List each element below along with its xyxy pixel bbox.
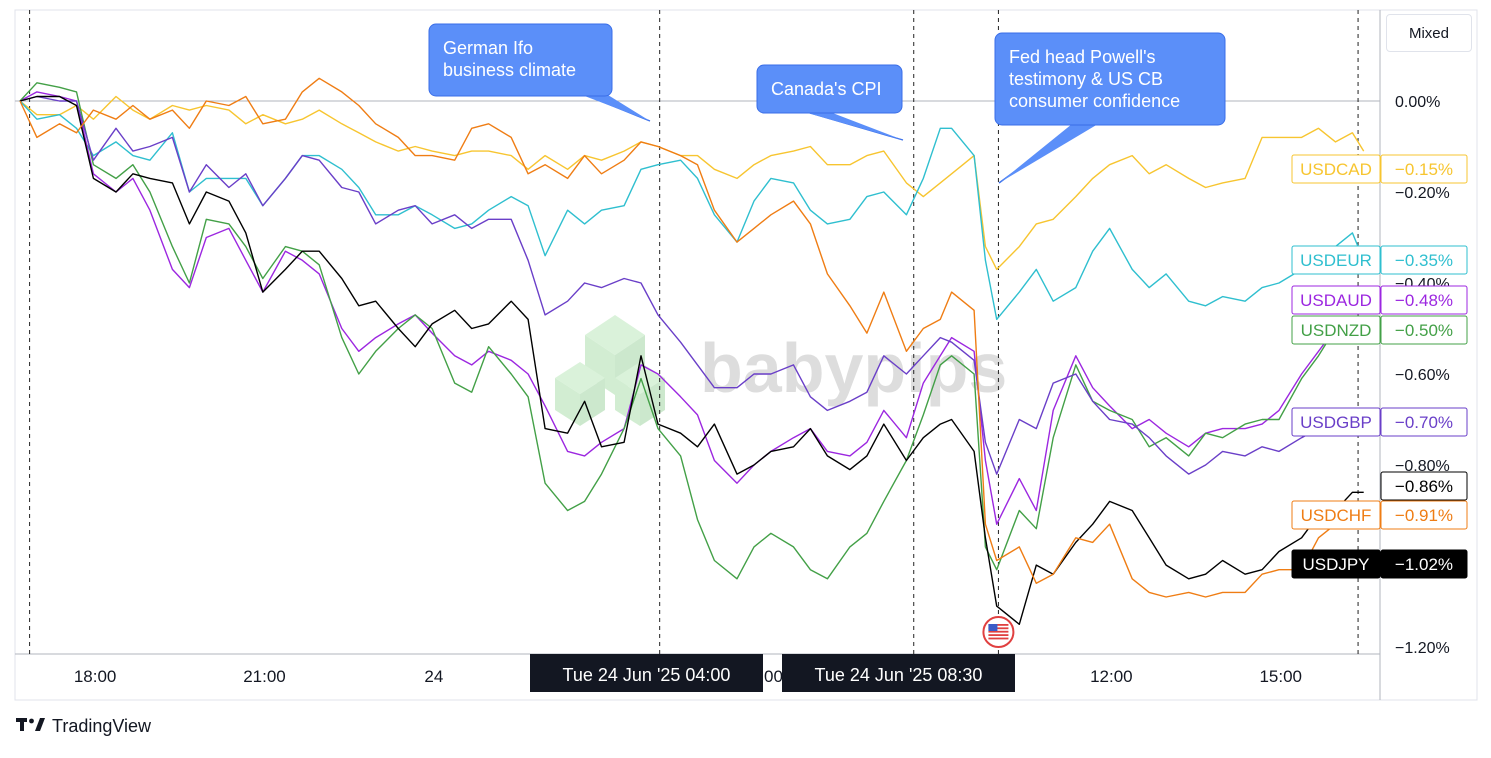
crosshair-time-bg [782, 654, 1015, 692]
x-tick-label-0: 18:00 [74, 667, 117, 686]
series-value-tag [1380, 154, 1468, 184]
series-name-tag [1291, 154, 1381, 184]
series-value-text: −0.91% [1395, 506, 1453, 525]
series-last-text: −0.86% [1395, 477, 1453, 496]
watermark: babypips [555, 315, 1007, 426]
tradingview-logo-icon [16, 716, 46, 737]
y-tick-label-1: −0.20% [1395, 185, 1450, 202]
series-line-usdjpy[interactable] [19, 95, 1364, 625]
crosshair-time-label-1: Tue 24 Jun '25 08:30 [782, 654, 1015, 692]
y-tick-label-5: −1.20% [1395, 640, 1450, 657]
series-value-text: −0.70% [1395, 413, 1453, 432]
price-label-usdeur[interactable]: USDEUR −0.35% [1291, 245, 1468, 275]
series-value-tag [1380, 245, 1468, 275]
crosshair-time-label-0: Tue 24 Jun '25 04:00 [530, 654, 763, 692]
price-label-usdjpy[interactable]: USDJPY −1.02% [1291, 549, 1468, 579]
series-line-usdnzd[interactable] [19, 82, 1365, 580]
series-value-text: −0.35% [1395, 251, 1453, 270]
price-label-usdchf[interactable]: USDCHF −0.91% [1291, 500, 1468, 530]
crosshair-time-text: Tue 24 Jun '25 04:00 [563, 665, 731, 685]
series-name-tag [1291, 407, 1381, 437]
series-name-tag [1291, 549, 1381, 579]
series-line-usdeur[interactable] [19, 100, 1365, 321]
series-value-tag [1380, 407, 1468, 437]
flag-stripe [988, 627, 1009, 630]
series-value-tag [1380, 500, 1468, 530]
callout-line-0: Fed head Powell's [1009, 47, 1156, 67]
series-name-tag [1291, 315, 1381, 345]
x-tick-label-2: 24 [424, 667, 443, 686]
series-last-tag [1380, 471, 1468, 501]
flag-canton [988, 624, 998, 631]
series-name-text: USDGBP [1300, 413, 1372, 432]
series-value-tag [1380, 549, 1468, 579]
callout-line-0: German Ifo [443, 38, 533, 58]
callout-box [428, 23, 613, 97]
flag-stripe [988, 637, 1009, 640]
series-name-text: USDCAD [1300, 160, 1372, 179]
series-name-text: USDNZD [1301, 321, 1372, 340]
watermark-text: babypips [700, 329, 1007, 407]
y-tick-label-3: −0.60% [1395, 367, 1450, 384]
flag-stripe [988, 634, 1009, 636]
callout-line-1: business climate [443, 60, 576, 80]
callout-tail [804, 112, 903, 140]
series-name-text: USDCHF [1301, 506, 1372, 525]
series-value-text: −0.50% [1395, 321, 1453, 340]
price-label-usdjpy-last: −0.86% [1380, 471, 1468, 501]
flag-stripe [988, 630, 1009, 633]
price-label-usdnzd[interactable]: USDNZD −0.50% [1291, 315, 1468, 345]
series-line-usdcad[interactable] [19, 95, 1365, 271]
watermark-logo-icon [555, 315, 665, 426]
chart-frame [14, 9, 1478, 701]
callout-tail [582, 95, 650, 121]
series-value-text: −1.02% [1395, 555, 1453, 574]
series-name-tag [1291, 500, 1381, 530]
y-tick-label-4: −0.80% [1395, 458, 1450, 475]
price-label-usdgbp[interactable]: USDGBP −0.70% [1291, 407, 1468, 437]
annotation-callout-1[interactable]: Canada's CPI [756, 64, 904, 141]
series-line-usdgbp[interactable] [19, 95, 1365, 475]
brand-name: TradingView [52, 716, 152, 736]
us-flag-event-icon[interactable] [982, 616, 1015, 648]
price-label-usdaud[interactable]: USDAUD −0.48% [1291, 285, 1468, 315]
callout-line-2: consumer confidence [1009, 91, 1180, 111]
x-tick-label-1: 21:00 [243, 667, 286, 686]
crosshair-time-bg [530, 654, 763, 692]
series-name-tag [1291, 245, 1381, 275]
series-value-tag [1380, 285, 1468, 315]
series-value-text: −0.15% [1395, 160, 1453, 179]
series-line-usdchf[interactable] [19, 77, 1364, 598]
series-name-tag [1291, 285, 1381, 315]
series-name-text: USDAUD [1300, 291, 1372, 310]
x-tick-label-4: 15:00 [1259, 667, 1302, 686]
flag-stripe [988, 624, 1009, 626]
callout-box [994, 32, 1226, 126]
callout-box [756, 64, 903, 114]
scale-mode-button[interactable]: Mixed [1386, 14, 1472, 52]
series-value-tag [1380, 315, 1468, 345]
x-tick-label-partial: 00 [764, 667, 783, 686]
tradingview-brand[interactable]: TradingView [16, 716, 151, 737]
price-label-usdcad[interactable]: USDCAD −0.15% [1291, 154, 1468, 184]
series-name-text: USDJPY [1302, 555, 1369, 574]
series-line-usdaud[interactable] [19, 91, 1364, 525]
x-tick-label-3: 12:00 [1090, 667, 1133, 686]
series-value-text: −0.48% [1395, 291, 1453, 310]
callout-line-1: testimony & US CB [1009, 69, 1163, 89]
callout-tail [999, 124, 1098, 183]
callout-line-0: Canada's CPI [771, 79, 882, 99]
y-tick-label-0: 0.00% [1395, 94, 1440, 111]
series-name-text: USDEUR [1300, 251, 1372, 270]
crosshair-time-text: Tue 24 Jun '25 08:30 [815, 665, 983, 685]
